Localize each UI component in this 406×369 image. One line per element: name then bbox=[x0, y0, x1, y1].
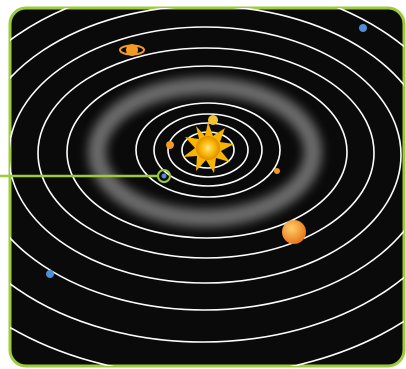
orbit-ring bbox=[135, 102, 281, 198]
planet-neptune bbox=[46, 270, 54, 278]
planet-earth-core bbox=[161, 173, 167, 179]
sun bbox=[183, 122, 234, 173]
orbit-ring bbox=[0, 0, 406, 342]
planet-mars bbox=[274, 168, 280, 174]
planet-venus bbox=[208, 115, 218, 125]
asteroid-belt bbox=[88, 77, 322, 227]
sun-core bbox=[196, 136, 220, 160]
diagram-frame bbox=[8, 6, 406, 368]
planet-saturn bbox=[119, 44, 145, 56]
orbit-ring bbox=[10, 8, 404, 311]
planet-uranus bbox=[359, 24, 367, 32]
orbit-ring bbox=[37, 47, 375, 259]
planet-jupiter bbox=[282, 220, 306, 244]
orbit-ring bbox=[153, 113, 263, 187]
saturn-body bbox=[126, 44, 138, 56]
orbit-ring bbox=[10, 26, 402, 284]
planet-mercury bbox=[166, 141, 174, 149]
orbit-ring bbox=[66, 65, 348, 239]
